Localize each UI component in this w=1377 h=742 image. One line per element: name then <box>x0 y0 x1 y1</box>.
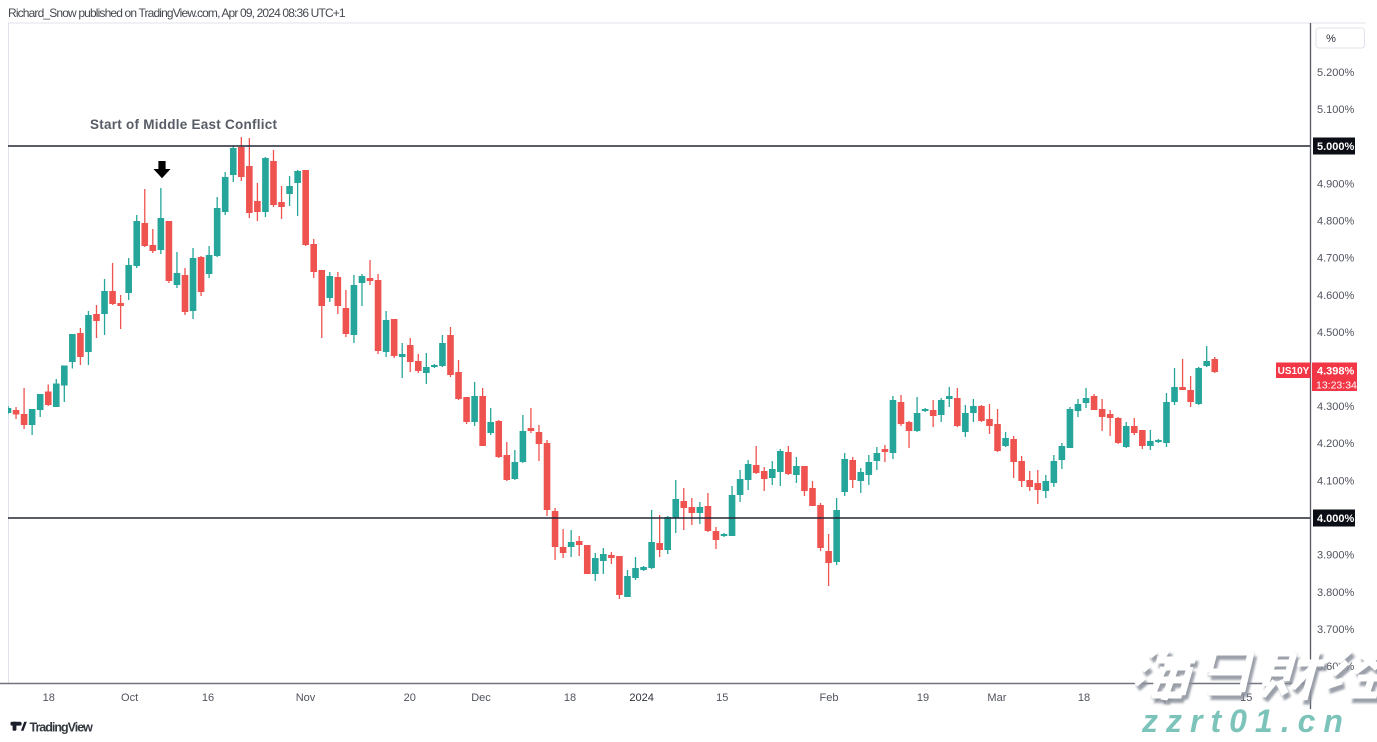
svg-text:Dec: Dec <box>471 692 491 704</box>
svg-text:5.000%: 5.000% <box>1317 141 1355 153</box>
svg-text:4.900%: 4.900% <box>1317 178 1355 190</box>
svg-text:15: 15 <box>716 692 728 704</box>
svg-text:Feb: Feb <box>820 692 839 704</box>
svg-text:Mar: Mar <box>987 692 1006 704</box>
svg-text:3.700%: 3.700% <box>1317 624 1355 636</box>
svg-text:4.200%: 4.200% <box>1317 438 1355 450</box>
svg-text:4.300%: 4.300% <box>1317 401 1355 413</box>
svg-text:%: % <box>1326 33 1336 45</box>
svg-text:4.500%: 4.500% <box>1317 327 1355 339</box>
svg-text:4.100%: 4.100% <box>1317 475 1355 487</box>
svg-text:18: 18 <box>43 692 55 704</box>
svg-text:18: 18 <box>1078 692 1090 704</box>
svg-text:4.600%: 4.600% <box>1317 290 1355 302</box>
svg-text:18: 18 <box>564 692 576 704</box>
svg-text:4.000%: 4.000% <box>1317 513 1355 525</box>
svg-text:3.900%: 3.900% <box>1317 550 1355 562</box>
svg-text:3.800%: 3.800% <box>1317 587 1355 599</box>
svg-text:13:23:34: 13:23:34 <box>1316 380 1357 392</box>
svg-text:4.398%: 4.398% <box>1317 366 1355 378</box>
svg-text:US10Y: US10Y <box>1278 366 1310 377</box>
svg-text:TradingView: TradingView <box>30 720 94 734</box>
svg-text:2024: 2024 <box>629 692 653 704</box>
svg-text:20: 20 <box>404 692 416 704</box>
svg-text:5.200%: 5.200% <box>1317 67 1355 79</box>
svg-text:Nov: Nov <box>296 692 316 704</box>
svg-text:16: 16 <box>202 692 214 704</box>
svg-text:Oct: Oct <box>121 692 138 704</box>
svg-text:19: 19 <box>917 692 929 704</box>
svg-text:4.700%: 4.700% <box>1317 253 1355 265</box>
svg-text:4.800%: 4.800% <box>1317 216 1355 228</box>
svg-text:5.100%: 5.100% <box>1317 104 1355 116</box>
